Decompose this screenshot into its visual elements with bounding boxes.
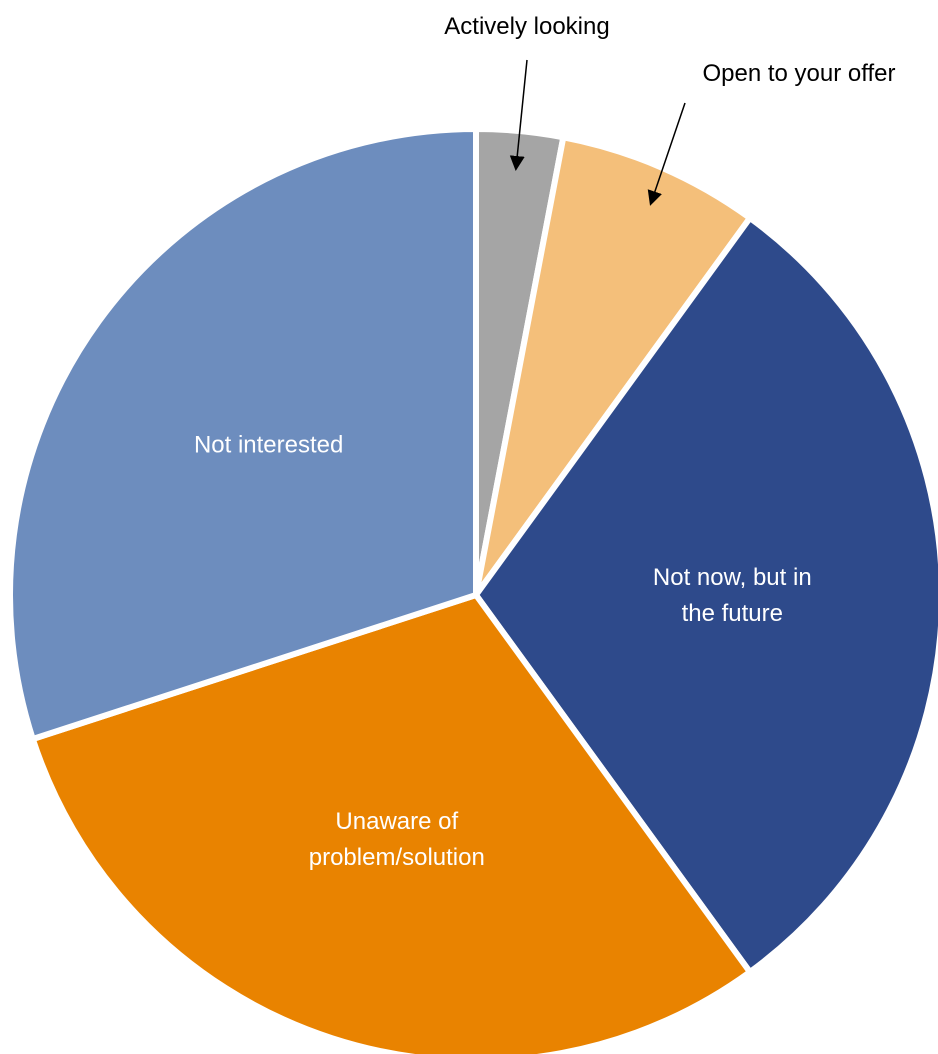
slice-label-unaware-of-problem-solution: Unaware of problem/solution — [309, 808, 485, 871]
pie-slice-not-interested[interactable] — [7, 126, 479, 743]
labels-layer: Not now, but in the future Unaware of probl… — [194, 431, 812, 870]
callouts-layer: Actively looking Open to your offer — [444, 13, 896, 206]
callout-arrow-actively-looking — [509, 59, 528, 171]
callout-arrow-open-to-your-offer — [647, 102, 686, 206]
pie-slice-not-now-but-in-the-future[interactable] — [473, 214, 938, 976]
pie-slice-unaware-of-problem-solution[interactable] — [29, 592, 753, 1054]
slices-layer — [7, 126, 938, 1054]
slice-label-not-interested: Not interested — [194, 431, 343, 458]
pie-slice-open-to-your-offer[interactable] — [473, 134, 753, 598]
callout-label-actively-looking: Actively looking — [444, 13, 609, 40]
slice-label-not-now-but-in-the-future: Not now, but in the future — [653, 564, 812, 627]
callout-label-open-to-your-offer: Open to your offer — [702, 60, 895, 87]
